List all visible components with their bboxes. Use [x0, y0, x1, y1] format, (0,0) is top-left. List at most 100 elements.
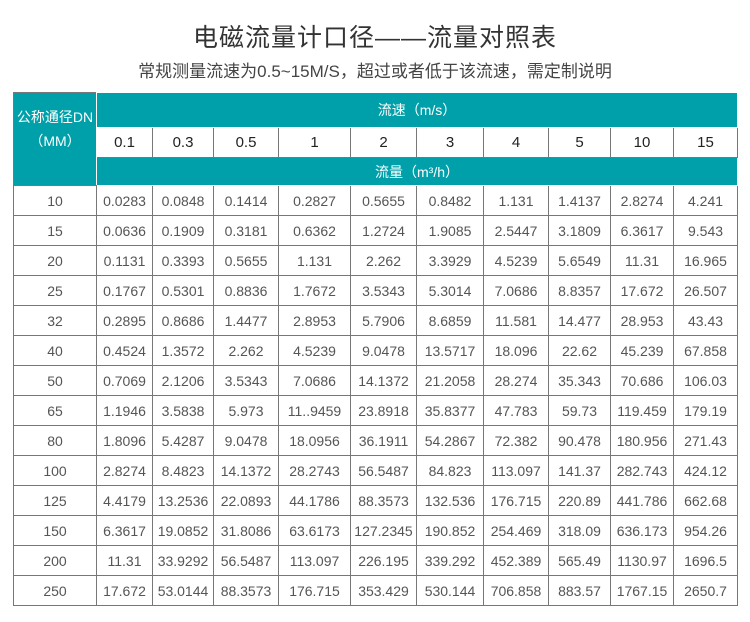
- flow-cell: 7.0686: [278, 365, 351, 396]
- flow-cell: 14.1372: [350, 365, 417, 396]
- flow-cell: 5.4287: [152, 425, 214, 456]
- speed-cell: 1: [278, 127, 351, 158]
- table-row: 25 0.1767 0.5301 0.8836 1.7672 3.5343 5.3014 7.…: [13, 275, 739, 306]
- flow-cell: 271.43: [672, 425, 739, 456]
- flow-cell: 3.3929: [416, 245, 484, 276]
- flow-cell: 88.3573: [350, 485, 417, 516]
- speed-cell: 3: [416, 127, 484, 158]
- flow-cell: 441.786: [610, 485, 674, 516]
- flow-cell: 4.4179: [96, 485, 153, 516]
- flow-cell: 706.858: [483, 575, 549, 606]
- flow-cell: 530.144: [416, 575, 484, 606]
- flow-cell: 35.8377: [416, 395, 484, 426]
- flow-cell: 22.62: [548, 335, 611, 366]
- flow-cell: 119.459: [610, 395, 674, 426]
- flow-cell: 0.8482: [416, 185, 484, 216]
- flow-cell: 54.2867: [416, 425, 484, 456]
- flow-cell: 35.343: [548, 365, 611, 396]
- flow-cell: 282.743: [610, 455, 674, 486]
- flow-cell: 2.8953: [278, 305, 351, 336]
- flow-table: 公称通径DN （MM） 流速（m/s） 0.1 0.3 0.5 1 2 3 4 5 10 15 流…: [13, 92, 739, 606]
- flow-cell: 1.3572: [152, 335, 214, 366]
- flow-cell: 9.543: [672, 215, 739, 246]
- flow-cell: 4.241: [672, 185, 739, 216]
- flow-cell: 90.478: [548, 425, 611, 456]
- flow-cell: 0.5301: [152, 275, 214, 306]
- flow-cell: 8.8357: [548, 275, 611, 306]
- flow-cell: 14.477: [548, 305, 611, 336]
- flow-cell: 0.6362: [278, 215, 351, 246]
- flow-cell: 5.7906: [350, 305, 417, 336]
- flow-cell: 176.715: [278, 575, 351, 606]
- flow-cell: 2.5447: [483, 215, 549, 246]
- flow-cell: 220.89: [548, 485, 611, 516]
- flow-cell: 9.0478: [213, 425, 279, 456]
- flow-cell: 452.389: [483, 545, 549, 576]
- table-row: 50 0.7069 2.1206 3.5343 7.0686 14.1372 21.2058…: [13, 365, 739, 396]
- flow-cell: 0.4524: [96, 335, 153, 366]
- flow-cell: 0.3393: [152, 245, 214, 276]
- dn-cell: 80: [13, 425, 97, 456]
- flow-cell: 0.5655: [213, 245, 279, 276]
- flow-cell: 14.1372: [213, 455, 279, 486]
- speed-cell: 0.5: [213, 127, 279, 158]
- flow-cell: 0.2827: [278, 185, 351, 216]
- flow-cell: 106.03: [672, 365, 739, 396]
- flow-cell: 11.581: [483, 305, 549, 336]
- flow-cell: 190.852: [416, 515, 484, 546]
- flow-cell: 19.0852: [152, 515, 214, 546]
- flow-cell: 5.6549: [548, 245, 611, 276]
- speed-cell: 2: [350, 127, 417, 158]
- flow-cell: 53.0144: [152, 575, 214, 606]
- flow-cell: 113.097: [483, 455, 549, 486]
- flow-cell: 8.6859: [416, 305, 484, 336]
- flow-cell: 1.131: [278, 245, 351, 276]
- flow-cell: 28.953: [610, 305, 674, 336]
- flow-cell: 883.57: [548, 575, 611, 606]
- flow-cell: 1130.97: [610, 545, 674, 576]
- flow-cell: 141.37: [548, 455, 611, 486]
- flow-cell: 636.173: [610, 515, 674, 546]
- speed-cell: 4: [483, 127, 549, 158]
- flow-cell: 67.858: [672, 335, 739, 366]
- flow-cell: 0.8686: [152, 305, 214, 336]
- table-row: 150 6.3617 19.0852 31.8086 63.6173 127.2345 19…: [13, 515, 739, 546]
- flow-cell: 17.672: [610, 275, 674, 306]
- table-row: 65 1.1946 3.5838 5.973 11..9459 23.8918 35.837…: [13, 395, 739, 426]
- flow-cell: 43.43: [672, 305, 739, 336]
- table-row: 80 1.8096 5.4287 9.0478 18.0956 36.1911 54.286…: [13, 425, 739, 456]
- flow-cell: 13.5717: [416, 335, 484, 366]
- flow-cell: 0.2895: [96, 305, 153, 336]
- flow-cell: 21.2058: [416, 365, 484, 396]
- dn-cell: 100: [13, 455, 97, 486]
- dn-cell: 20: [13, 245, 97, 276]
- flow-cell: 22.0893: [213, 485, 279, 516]
- flow-cell: 0.1909: [152, 215, 214, 246]
- flow-cell: 6.3617: [610, 215, 674, 246]
- flow-cell: 18.096: [483, 335, 549, 366]
- table-row: 15 0.0636 0.1909 0.3181 0.6362 1.2724 1.9085 2.…: [13, 215, 739, 246]
- table-row: 100 2.8274 8.4823 14.1372 28.2743 56.5487 84.8…: [13, 455, 739, 486]
- page-subtitle: 常规测量流速为0.5~15M/S，超过或者低于该流速，需定制说明: [138, 62, 612, 81]
- flow-cell: 954.26: [672, 515, 739, 546]
- flow-cell: 45.239: [610, 335, 674, 366]
- table-row: 200 11.31 33.9292 56.5487 113.097 226.195 339.…: [13, 545, 739, 576]
- flow-cell: 5.3014: [416, 275, 484, 306]
- table-row: 40 0.4524 1.3572 2.262 4.5239 9.0478 13.5717 18…: [13, 335, 739, 366]
- flow-cell: 17.672: [96, 575, 153, 606]
- flow-cell: 662.68: [672, 485, 739, 516]
- flow-cell: 36.1911: [350, 425, 417, 456]
- flow-cell: 0.3181: [213, 215, 279, 246]
- flow-cell: 2.262: [350, 245, 417, 276]
- flow-cell: 1.9085: [416, 215, 484, 246]
- flow-cell: 339.292: [416, 545, 484, 576]
- dn-cell: 40: [13, 335, 97, 366]
- flow-cell: 2.1206: [152, 365, 214, 396]
- speed-cell: 0.3: [152, 127, 214, 158]
- speed-cell: 0.1: [96, 127, 153, 158]
- flow-cell: 26.507: [672, 275, 739, 306]
- flow-cell: 3.5343: [350, 275, 417, 306]
- flow-cell: 70.686: [610, 365, 674, 396]
- flow-cell: 0.8836: [213, 275, 279, 306]
- dn-cell: 150: [13, 515, 97, 546]
